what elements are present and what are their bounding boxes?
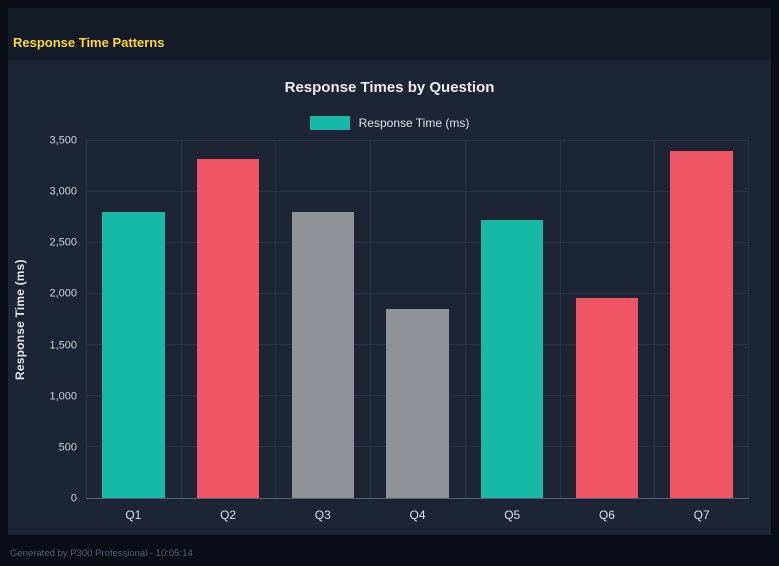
bar-q7[interactable]	[670, 151, 733, 498]
y-tick-label: 1,500	[49, 339, 77, 352]
plot-column: Q1 Q2 Q3 Q4 Q5 Q6 Q7	[86, 140, 749, 522]
gridline-horizontal	[86, 242, 749, 243]
gridline-vertical	[180, 141, 182, 498]
legend-label: Response Time (ms)	[358, 116, 470, 130]
x-tick-label: Q4	[409, 508, 426, 522]
chart-title: Response Times by Question	[284, 79, 495, 96]
bar-q1[interactable]	[102, 212, 165, 498]
y-tick-label: 1,000	[49, 390, 77, 403]
gridline-vertical	[748, 141, 749, 498]
bar-slot	[275, 141, 370, 498]
footer-status-text: Generated by P300 Professional - 10:05:1…	[10, 548, 193, 559]
bar-slot	[654, 141, 749, 498]
bar-slot	[370, 141, 465, 498]
bar-q3[interactable]	[291, 212, 355, 498]
x-tick-label: Q6	[598, 508, 615, 522]
y-tick-label: 3,500	[49, 134, 77, 147]
y-axis-title: Response Time (ms)	[13, 259, 27, 381]
legend-swatch	[309, 116, 350, 130]
page-title: Response Time Patterns	[13, 35, 165, 50]
bar-slot	[86, 141, 181, 498]
gridline-vertical	[86, 141, 87, 498]
gridline-vertical	[275, 141, 277, 498]
bars	[86, 141, 749, 498]
bar-q5[interactable]	[480, 219, 544, 498]
x-labels: Q1 Q2 Q3 Q4 Q5 Q6 Q7	[86, 508, 749, 522]
y-ticks: 0 500 1,000 1,500 2,000 2,500 3,000 3,500	[32, 135, 86, 504]
chart-panel: Response Times by Question Response Time…	[8, 60, 771, 535]
bar-q2[interactable]	[196, 159, 260, 498]
gridline-horizontal	[86, 293, 749, 294]
chart-area: Response Time (ms) 0 500 1,000 1,500 2,000 2,…	[8, 135, 771, 522]
main-content: Response Time Patterns Response Times by…	[8, 8, 771, 535]
y-tick-label: 2,000	[49, 287, 77, 300]
bar-slot	[560, 141, 655, 498]
x-tick-label: Q7	[693, 508, 710, 522]
bar-slot	[465, 141, 560, 498]
gridline-horizontal	[86, 140, 749, 141]
y-tick-label: 2,500	[49, 236, 77, 249]
gridline-horizontal	[86, 191, 749, 192]
gridline-vertical	[559, 141, 561, 498]
y-tick-label: 500	[58, 441, 77, 454]
plot-area	[86, 140, 749, 499]
gridline-vertical	[464, 141, 466, 498]
bar-slot	[181, 141, 276, 498]
bar-q6[interactable]	[575, 298, 639, 498]
y-tick-label: 3,000	[49, 185, 77, 198]
bar-q4[interactable]	[386, 309, 449, 498]
page-header: Response Time Patterns	[8, 8, 771, 52]
x-tick-label: Q2	[220, 508, 237, 522]
chart-legend[interactable]: Response Time (ms)	[8, 115, 771, 131]
gridline-vertical	[654, 141, 656, 498]
x-tick-label: Q1	[125, 508, 142, 522]
x-tick-label: Q5	[504, 508, 521, 522]
y-tick-label: 0	[70, 492, 77, 505]
gridline-vertical	[370, 141, 372, 498]
x-tick-label: Q3	[314, 508, 331, 522]
